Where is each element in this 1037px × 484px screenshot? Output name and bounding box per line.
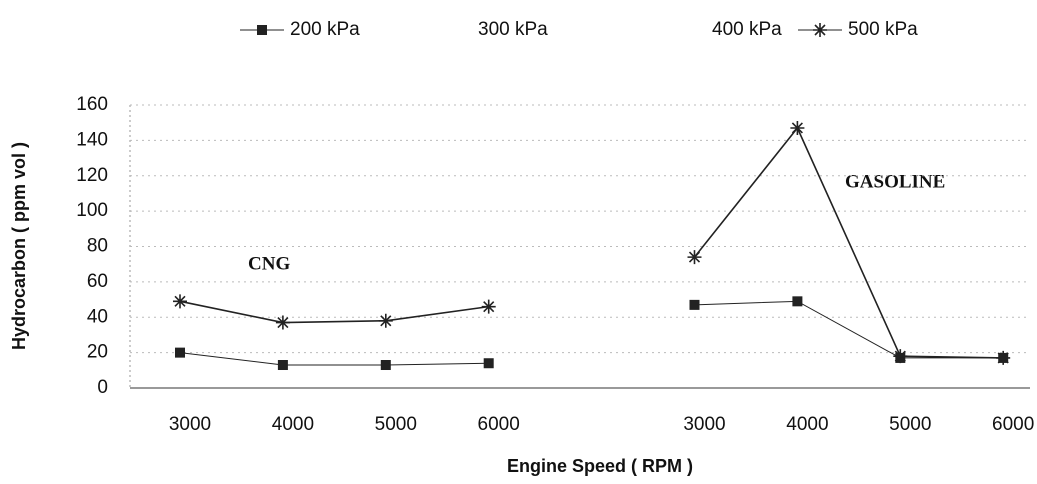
x-tick-label: 4000 [272,414,314,435]
legend-label: 200 kPa [290,19,360,40]
legend-label: 400 kPa [712,19,782,40]
marker [689,299,700,310]
y-tick-label: 100 [76,200,108,221]
marker [790,120,805,135]
x-tick-label: 3000 [169,414,211,435]
marker [483,358,494,369]
marker [277,360,288,371]
marker [687,250,702,265]
y-tick-label: 0 [97,377,108,398]
y-tick-label: 80 [87,236,108,257]
y-tick-label: 140 [76,129,108,150]
marker [378,313,393,328]
marker [257,25,267,35]
x-tick-label: 4000 [786,414,828,435]
y-tick-label: 40 [87,306,108,327]
y-tick-label: 20 [87,342,108,363]
marker [175,347,185,358]
annotation: GASOLINE [845,171,945,192]
legend-label: 300 kPa [478,19,548,40]
y-tick-label: 160 [76,94,108,115]
marker [380,360,391,371]
marker [792,296,803,307]
series-line [179,300,1004,366]
legend-label: 500 kPa [848,19,918,40]
y-axis-label: Hydrocarbon ( ppm vol ) [9,142,29,350]
marker [996,350,1011,365]
y-tick-label: 120 [76,165,108,186]
y-tick-label: 60 [87,271,108,292]
x-tick-label: 5000 [889,414,931,435]
series-line [179,126,1004,359]
annotation: CNG [248,253,290,274]
marker [813,23,827,37]
x-tick-label: 6000 [992,414,1034,435]
marker [173,294,187,309]
x-axis-label: Engine Speed ( RPM ) [507,456,693,476]
marker [275,315,290,330]
marker [893,349,908,364]
x-tick-label: 3000 [683,414,725,435]
x-tick-label: 5000 [375,414,417,435]
marker [481,299,496,314]
x-tick-label: 6000 [478,414,520,435]
